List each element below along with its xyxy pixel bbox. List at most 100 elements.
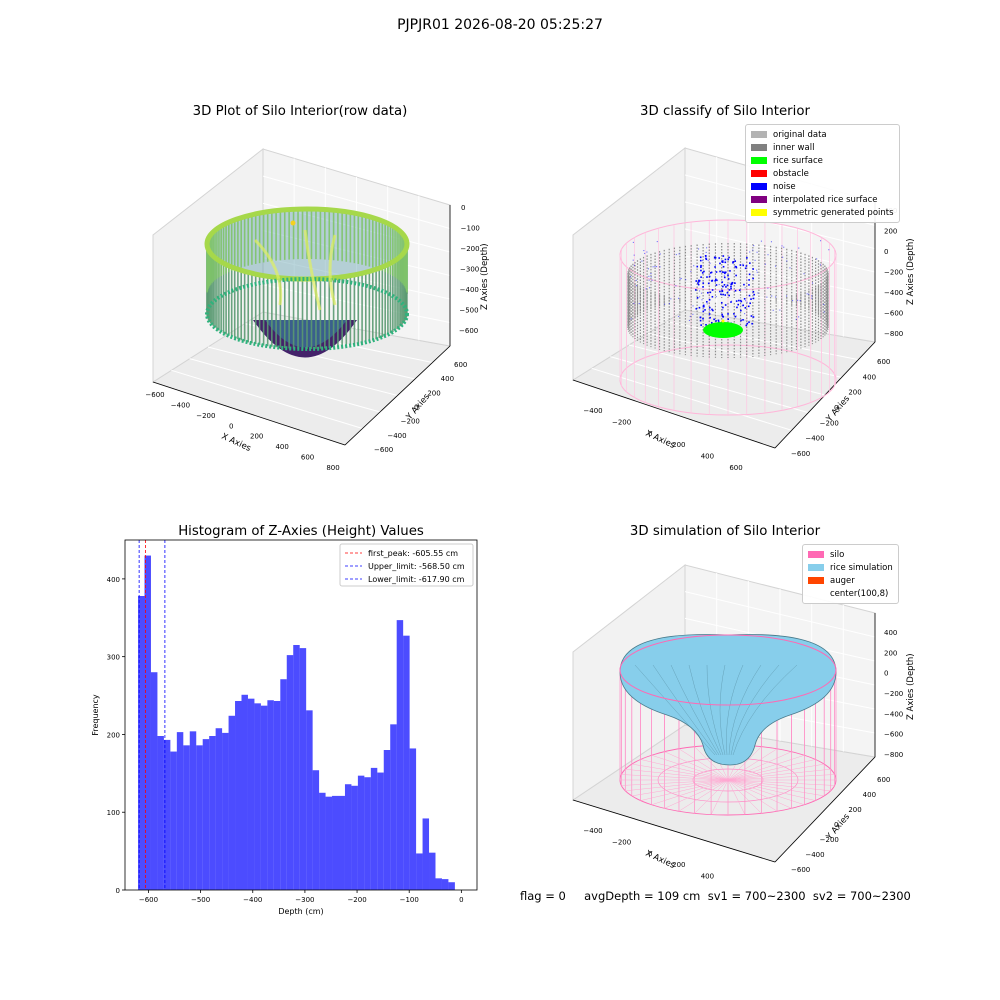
z-tick-label: −300 <box>460 266 479 274</box>
noise-point <box>701 299 703 301</box>
noise-point <box>698 280 700 283</box>
surface-mesh-line <box>730 664 780 756</box>
y-tick-label: −600 <box>791 450 810 458</box>
x-tick-label: 200 <box>250 433 263 441</box>
noise-point <box>726 284 729 287</box>
noise-point <box>741 305 743 307</box>
histogram-bar <box>241 694 248 890</box>
histogram-bar <box>351 785 358 890</box>
x-tick-label: −200 <box>612 838 631 846</box>
noise-point <box>717 319 720 322</box>
y-tick-label: 600 <box>877 358 890 366</box>
histogram-bar <box>254 703 261 890</box>
histogram-bar <box>293 645 300 890</box>
noise-point <box>646 251 648 253</box>
noise-point <box>731 281 734 284</box>
histogram-bar <box>416 853 423 890</box>
y-axis-label: Frequency <box>91 694 100 736</box>
noise-point <box>745 324 748 327</box>
noise-point <box>699 290 701 292</box>
noise-point <box>730 285 732 288</box>
noise-point <box>722 309 724 311</box>
noise-point <box>699 296 701 298</box>
noise-point <box>748 273 751 276</box>
noise-point <box>720 293 722 296</box>
silo-wire-spoke <box>727 779 835 786</box>
noise-point <box>722 285 724 288</box>
x-tick-label: −200 <box>196 412 215 420</box>
noise-point <box>708 298 711 301</box>
surface-mesh-line <box>688 664 722 756</box>
x-tick-label: −300 <box>295 896 314 904</box>
noise-point <box>771 295 773 297</box>
z-tick-label: −600 <box>884 310 903 318</box>
noise-point <box>692 305 694 307</box>
noise-point <box>721 289 723 292</box>
noise-point <box>723 276 726 279</box>
z-tick-label: 200 <box>884 649 897 657</box>
noise-point <box>747 305 750 308</box>
noise-point <box>752 268 754 270</box>
silo-wire-spoke <box>710 779 729 815</box>
noise-point <box>811 297 813 299</box>
noise-point <box>638 302 640 305</box>
noise-point <box>745 300 747 302</box>
noise-point <box>706 276 708 278</box>
noise-point <box>728 256 730 259</box>
y-tick-label: 0 <box>834 821 838 829</box>
legend-entry: original data <box>751 128 894 141</box>
simulation-3d-plot: −400−20002004006006004002000−200−400−600… <box>571 563 916 880</box>
noise-point <box>630 276 632 278</box>
z-tick-label: −500 <box>459 307 478 315</box>
noise-point <box>772 309 774 311</box>
noise-point <box>702 310 705 313</box>
noise-point <box>754 259 756 261</box>
noise-point <box>756 269 758 271</box>
noise-point <box>721 313 723 316</box>
histogram-bar <box>312 770 320 890</box>
y-tick-label: 100 <box>107 809 120 817</box>
histogram-bar <box>189 731 197 890</box>
noise-point <box>701 272 704 274</box>
histogram-bar <box>215 728 223 890</box>
histogram-bar <box>222 732 229 890</box>
x-tick-label: −400 <box>583 827 602 835</box>
grid-line <box>262 175 451 229</box>
x-axis-label: Depth (cm) <box>278 907 323 916</box>
x-tick-label: 400 <box>701 873 714 880</box>
noise-point <box>819 240 822 242</box>
noise-point <box>746 301 748 303</box>
histogram-bar <box>209 736 216 890</box>
noise-point <box>703 305 705 308</box>
noise-point <box>707 282 710 285</box>
grid-line <box>207 346 398 396</box>
grid-line <box>189 358 381 413</box>
noise-point <box>655 266 658 268</box>
noise-point <box>709 272 712 274</box>
y-tick-label: 400 <box>863 373 876 381</box>
legend-entry: center(100,8) <box>808 587 893 600</box>
noise-point <box>749 302 751 305</box>
z-axis-label: Z Axies (Depth) <box>480 243 490 310</box>
legend-swatch <box>751 196 767 203</box>
z-tick-label: −400 <box>884 289 903 297</box>
x-tick-label: 400 <box>701 453 714 461</box>
silo-wire-top <box>619 634 837 706</box>
x-tick-label: −400 <box>583 407 602 415</box>
status-footer: flag = 0 avgDepth = 109 cm sv1 = 700~230… <box>520 889 911 903</box>
y-tick-label: 300 <box>107 654 120 662</box>
x-tick-label: −100 <box>400 896 419 904</box>
z-tick-label: −800 <box>884 751 903 759</box>
noise-point <box>731 300 733 302</box>
histogram-bar <box>429 852 436 890</box>
noise-point <box>699 259 702 262</box>
grid-line <box>591 367 792 431</box>
noise-point <box>678 315 680 317</box>
interior-points <box>253 229 337 311</box>
silo-wire-spoke <box>694 746 729 781</box>
silo-wire-spoke <box>678 779 729 812</box>
x-axis-line <box>572 799 776 863</box>
silo-wire-spoke <box>664 779 729 809</box>
surface-mesh-line <box>726 664 744 756</box>
noise-point <box>705 251 707 253</box>
